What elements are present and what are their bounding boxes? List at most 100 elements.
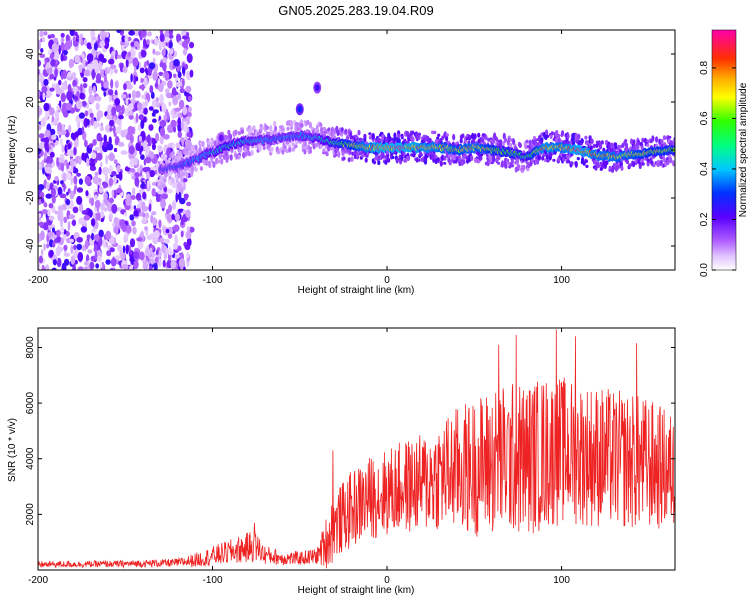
noise-speck [71, 72, 77, 78]
signal-halo [267, 131, 271, 135]
noise-speck [130, 195, 136, 200]
noise-speck [43, 222, 49, 231]
signal-halo [164, 156, 168, 161]
noise-speck [146, 60, 150, 67]
noise-speck [122, 245, 126, 254]
noise-speck [88, 94, 95, 104]
noise-speck [100, 162, 103, 167]
noise-speck [169, 47, 174, 55]
noise-speck [86, 53, 94, 63]
noise-speck [155, 97, 159, 103]
noise-speck [38, 133, 45, 139]
noise-speck [60, 71, 64, 80]
y-tick-label: 2000 [25, 503, 36, 526]
signal-halo [202, 159, 206, 163]
signal-halo [308, 146, 312, 150]
noise-speck [129, 134, 134, 144]
noise-speck [159, 135, 164, 145]
spectrogram-ylabel: Frequency (Hz) [7, 116, 18, 185]
noise-speck [157, 189, 165, 195]
noise-speck [128, 114, 134, 120]
noise-speck [77, 251, 84, 262]
noise-speck [173, 73, 177, 79]
noise-speck [161, 49, 166, 57]
noise-speck [44, 140, 49, 151]
signal-halo [584, 135, 588, 140]
noise-speck [186, 132, 192, 138]
noise-speck [96, 132, 102, 142]
noise-speck [92, 85, 96, 94]
noise-speck [114, 68, 118, 74]
noise-speck [177, 117, 181, 126]
noise-speck [130, 258, 134, 266]
signal-halo [274, 125, 278, 132]
noise-speck [111, 50, 116, 56]
noise-speck [131, 220, 136, 227]
signal-halo [669, 157, 673, 164]
signal-halo [294, 144, 298, 148]
noise-speck [63, 172, 67, 183]
noise-speck [117, 141, 125, 147]
noise-speck [172, 142, 175, 151]
signal-halo [184, 146, 188, 153]
noise-speck [86, 118, 90, 126]
isolated-blob-core [218, 134, 224, 142]
noise-speck [125, 244, 129, 255]
signal-halo [363, 133, 367, 139]
noise-speck [57, 122, 63, 132]
noise-speck [143, 107, 148, 115]
signal-halo [589, 145, 593, 151]
signal-halo [574, 133, 578, 140]
signal-halo [666, 159, 670, 166]
signal-halo [639, 142, 643, 146]
signal-halo [545, 134, 550, 139]
noise-speck [89, 162, 96, 168]
signal-halo [281, 149, 285, 155]
noise-speck [179, 88, 185, 94]
noise-speck [54, 110, 60, 120]
noise-speck [164, 36, 170, 43]
noise-speck [59, 129, 67, 136]
noise-speck [46, 156, 54, 165]
noise-speck [108, 136, 112, 146]
noise-speck [88, 143, 94, 149]
noise-speck [158, 39, 163, 50]
noise-speck [116, 188, 123, 194]
noise-speck [72, 79, 77, 88]
noise-speck [103, 192, 108, 201]
noise-speck [181, 35, 188, 40]
noise-speck [117, 54, 122, 59]
signal-halo [611, 164, 615, 171]
noise-speck [94, 194, 98, 200]
noise-speck [177, 71, 182, 79]
noise-speck [50, 33, 55, 39]
noise-speck [40, 230, 45, 241]
noise-speck [49, 87, 55, 92]
noise-speck [61, 262, 67, 270]
signal-halo [189, 151, 193, 158]
signal-halo [168, 175, 172, 180]
noise-speck [83, 69, 91, 77]
noise-speck [99, 126, 104, 132]
noise-speck [92, 59, 99, 70]
signal-halo [198, 146, 202, 153]
signal-halo [210, 137, 214, 142]
signal-halo [169, 153, 173, 158]
noise-speck [69, 30, 75, 37]
noise-speck [140, 154, 145, 161]
signal-halo [494, 136, 498, 142]
signal-halo [286, 126, 290, 131]
signal-halo [227, 129, 231, 136]
noise-speck [186, 201, 192, 207]
noise-speck [49, 249, 54, 258]
signal-halo [574, 160, 578, 168]
noise-speck [110, 78, 114, 89]
noise-speck [76, 172, 81, 177]
signal-halo [397, 133, 401, 139]
noise-speck [119, 249, 123, 259]
signal-halo [499, 139, 503, 147]
noise-speck [80, 72, 84, 78]
noise-speck [54, 175, 59, 182]
noise-speck [48, 215, 55, 221]
noise-speck [174, 254, 181, 259]
